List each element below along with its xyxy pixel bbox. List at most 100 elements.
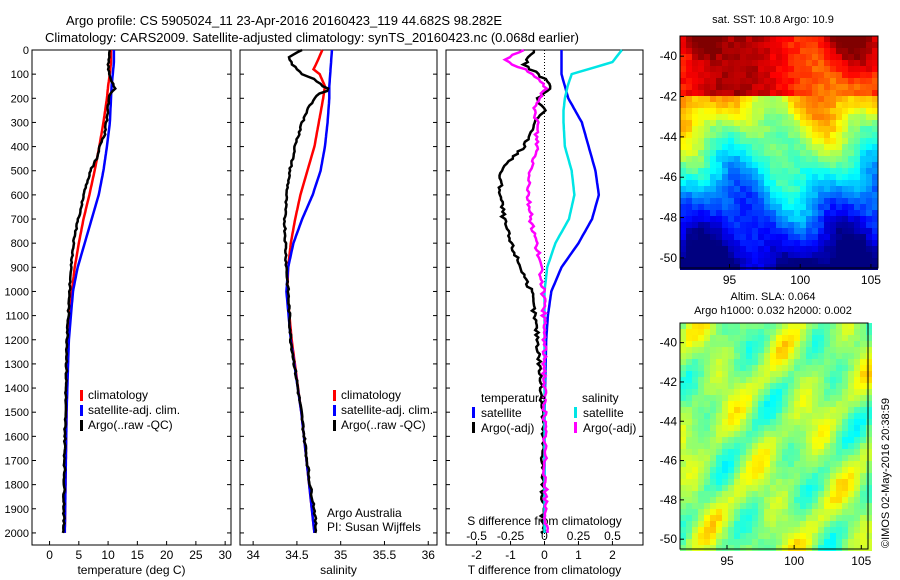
heatmap-cell [848, 72, 854, 78]
heatmap-cell [752, 48, 758, 54]
heatmap-cell [776, 114, 782, 120]
heatmap-cell [866, 527, 872, 533]
heatmap-cell [728, 90, 734, 96]
heatmap-cell [710, 329, 716, 335]
heatmap-cell [830, 192, 836, 198]
heatmap-cell [860, 90, 866, 96]
heatmap-cell [800, 258, 806, 264]
heatmap-cell [710, 359, 716, 365]
heatmap-cell [860, 341, 866, 347]
heatmap-cell [782, 72, 788, 78]
heatmap-cell [806, 210, 812, 216]
heatmap-cell [734, 246, 740, 252]
heatmap-cell [698, 341, 704, 347]
heatmap-cell [800, 48, 806, 54]
heatmap-cell [782, 377, 788, 383]
heatmap-cell [746, 413, 752, 419]
heatmap-cell [842, 120, 848, 126]
heatmap-cell [740, 365, 746, 371]
heatmap-cell [830, 258, 836, 264]
heatmap-cell [728, 150, 734, 156]
heatmap-cell [800, 72, 806, 78]
heatmap-cell [770, 371, 776, 377]
heatmap-cell [836, 449, 842, 455]
heatmap-cell [764, 323, 770, 329]
heatmap-cell [716, 204, 722, 210]
heatmap-cell [806, 174, 812, 180]
heatmap-cell [824, 54, 830, 60]
heatmap-cell [836, 389, 842, 395]
heatmap-cell [800, 527, 806, 533]
heatmap-cell [818, 509, 824, 515]
heatmap-cell [836, 264, 842, 270]
heatmap-cell [812, 473, 818, 479]
heatmap-cell [734, 473, 740, 479]
heatmap-cell [866, 36, 872, 42]
heatmap-cell [800, 240, 806, 246]
heatmap-cell [764, 150, 770, 156]
heatmap-cell [758, 222, 764, 228]
heatmap-cell [788, 401, 794, 407]
heatmap-cell [734, 401, 740, 407]
heatmap-cell [860, 228, 866, 234]
heatmap-cell [782, 90, 788, 96]
heatmap-cell [848, 539, 854, 545]
heatmap-cell [818, 48, 824, 54]
heatmap-cell [824, 36, 830, 42]
heatmap-cell [836, 228, 842, 234]
heatmap-cell [692, 192, 698, 198]
heatmap-cell [812, 329, 818, 335]
heatmap-cell [794, 437, 800, 443]
heatmap-cell [686, 192, 692, 198]
heatmap-cell [866, 186, 872, 192]
heatmap-cell [818, 401, 824, 407]
heatmap-cell [728, 443, 734, 449]
heatmap-cell [836, 240, 842, 246]
heatmap-cell [830, 210, 836, 216]
heatmap-cell [776, 509, 782, 515]
heatmap-cell [722, 102, 728, 108]
heatmap-cell [758, 479, 764, 485]
heatmap-cell [764, 174, 770, 180]
heatmap-cell [758, 509, 764, 515]
heatmap-cell [740, 174, 746, 180]
heatmap-cell [710, 431, 716, 437]
heatmap-cell [680, 108, 686, 114]
heatmap-cell [836, 509, 842, 515]
heatmap-cell [824, 497, 830, 503]
heatmap-cell [734, 264, 740, 270]
heatmap-cell [734, 120, 740, 126]
heatmap-cell [842, 461, 848, 467]
heatmap-cell [782, 246, 788, 252]
heatmap-cell [764, 395, 770, 401]
heatmap-cell [728, 36, 734, 42]
heatmap-cell [830, 114, 836, 120]
heatmap-cell [692, 216, 698, 222]
heatmap-cell [854, 228, 860, 234]
heatmap-cell [710, 323, 716, 329]
depth-tick-label: 500 [11, 166, 29, 178]
heatmap-cell [818, 545, 824, 551]
heatmap-cell [842, 90, 848, 96]
heatmap-cell [836, 186, 842, 192]
heatmap-cell [692, 246, 698, 252]
heatmap-cell [770, 228, 776, 234]
heatmap-cell [830, 431, 836, 437]
heatmap-cell [872, 180, 878, 186]
heatmap-cell [830, 264, 836, 270]
legend-swatch [80, 405, 83, 416]
heatmap-cell [770, 329, 776, 335]
heatmap-cell [686, 48, 692, 54]
x-tick-label: 30 [218, 548, 232, 562]
heatmap-cell [866, 401, 872, 407]
heatmap-cell [716, 96, 722, 102]
heatmap-cell [734, 108, 740, 114]
heatmap-cell [854, 329, 860, 335]
heatmap-cell [800, 509, 806, 515]
heatmap-cell [728, 389, 734, 395]
heatmap-cell [836, 485, 842, 491]
heatmap-cell [698, 138, 704, 144]
heatmap-cell [710, 527, 716, 533]
heatmap-cell [794, 132, 800, 138]
heatmap-cell [746, 521, 752, 527]
